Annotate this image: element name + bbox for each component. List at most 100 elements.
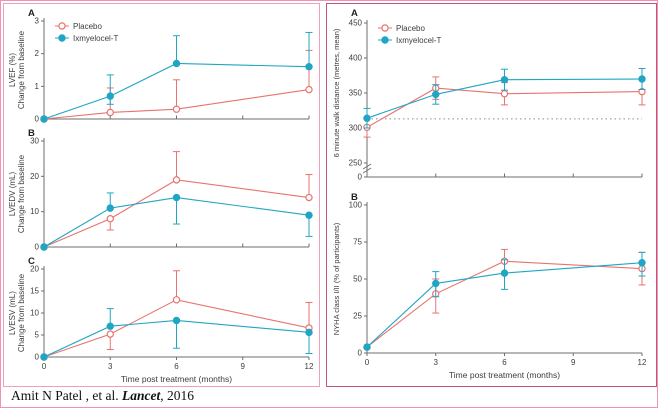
panel-label: B [28, 128, 35, 139]
data-point-marker [305, 328, 313, 337]
data-point-marker [40, 243, 48, 251]
data-point-marker [172, 105, 181, 113]
data-point-marker [106, 330, 114, 338]
y-axis: 0 10 20 30 [30, 137, 45, 252]
svg-text:30: 30 [30, 137, 39, 146]
data-point-marker [305, 211, 313, 219]
svg-text:Placebo: Placebo [396, 24, 425, 33]
data-point-marker [432, 279, 440, 288]
data-point-marker [500, 89, 509, 98]
citation-year: , 2016 [160, 388, 194, 403]
chart-svg-lvef: A 0 1 2 3 LVEF (%) Change from baseline Placebo… [8, 8, 313, 124]
svg-text:0: 0 [365, 358, 370, 367]
data-point-marker [172, 193, 181, 202]
svg-text:10: 10 [30, 309, 39, 318]
data-point-marker [363, 343, 371, 351]
data-point-marker [172, 176, 181, 184]
y-axis: 250 300 350 400 450 0 [349, 19, 372, 182]
svg-text:Ixmyelocel-T: Ixmyelocel-T [396, 36, 441, 45]
data-point-marker [172, 59, 181, 68]
svg-text:0: 0 [35, 243, 40, 252]
svg-text:250: 250 [349, 159, 363, 168]
svg-text:12: 12 [305, 362, 314, 371]
data-point-marker [500, 75, 509, 84]
svg-text:3: 3 [108, 362, 113, 371]
y-axis-label: Change from baseline [17, 273, 26, 352]
panel-label: B [351, 192, 358, 203]
svg-text:0: 0 [358, 173, 363, 182]
series-ixmyelocel-t [363, 251, 646, 351]
svg-text:Time post treatment (months): Time post treatment (months) [449, 370, 560, 380]
svg-text:3: 3 [35, 17, 40, 26]
data-point-marker [363, 114, 371, 122]
panel-label: A [28, 8, 35, 19]
svg-text:400: 400 [349, 54, 363, 63]
svg-text:Ixmyelocel-T: Ixmyelocel-T [73, 34, 118, 43]
svg-text:0: 0 [35, 115, 40, 124]
x-axis [44, 243, 310, 248]
data-point-marker [305, 63, 313, 71]
right-panel: A 250 300 350 400 450 0 6 minute walk distance … [326, 3, 657, 387]
y-axis: 0 25 50 75 100 [349, 201, 368, 358]
svg-text:100: 100 [349, 201, 363, 210]
svg-text:450: 450 [349, 19, 363, 28]
chart-lvef: A 0 1 2 3 LVEF (%) Change from baseline Placebo… [4, 7, 319, 127]
svg-text:9: 9 [241, 362, 246, 371]
left-panel: A 0 1 2 3 LVEF (%) Change from baseline Placebo… [3, 3, 320, 387]
series-ixmyelocel-t [40, 308, 313, 361]
data-point-marker [106, 215, 114, 223]
chart-nyha-class: B 0 25 50 75 100 0 3 6 9 12 Time post treatment (mo… [327, 191, 656, 385]
data-point-marker [305, 193, 313, 202]
svg-text:15: 15 [30, 287, 39, 296]
series-ixmyelocel-t [40, 192, 313, 251]
y-axis-label: LVESV (mL) [8, 291, 17, 335]
citation: Amit N Patel , et al. Lancet, 2016 [11, 388, 194, 404]
data-point-marker [500, 269, 509, 277]
chart-lvedv: B 0 10 20 30 LVEDV (mL) Change from baseline [4, 127, 319, 255]
svg-text:0: 0 [358, 349, 363, 358]
svg-text:12: 12 [638, 358, 647, 367]
svg-text:0: 0 [35, 353, 40, 362]
data-point-marker [40, 115, 48, 123]
data-point-marker [305, 85, 313, 94]
svg-text:20: 20 [30, 172, 39, 181]
chart-svg-six-minute-walk: A 250 300 350 400 450 0 6 minute walk distance … [332, 8, 646, 182]
svg-text:9: 9 [571, 358, 576, 367]
y-axis-label: Change from baseline [17, 30, 26, 109]
data-point-marker [638, 259, 646, 267]
svg-text:10: 10 [30, 207, 39, 216]
x-axis [367, 173, 643, 178]
svg-text:6: 6 [502, 358, 507, 367]
svg-text:300: 300 [349, 124, 363, 133]
series-ixmyelocel-t [40, 31, 313, 123]
panel-label: A [351, 8, 358, 19]
data-point-marker [172, 316, 181, 325]
data-point-marker [106, 204, 114, 212]
svg-text:1: 1 [35, 82, 40, 91]
y-axis-label: 6 minute walk distance (metres, mean) [332, 28, 341, 157]
chart-six-minute-walk: A 250 300 350 400 450 0 6 minute walk distance … [327, 7, 656, 191]
y-axis: 0 1 2 3 [35, 17, 45, 124]
citation-authors: Amit N Patel , et al. [11, 388, 122, 403]
citation-journal: Lancet [121, 388, 161, 403]
svg-text:350: 350 [349, 89, 363, 98]
data-point-marker [106, 108, 114, 117]
y-axis-label: LVEF (%) [8, 53, 17, 87]
x-axis [44, 115, 310, 120]
x-axis: 0 3 6 9 12 [365, 352, 647, 367]
panel-label: C [28, 256, 35, 267]
series-placebo [40, 270, 313, 361]
svg-text:20: 20 [30, 265, 39, 274]
chart-svg-lvesv: C 0 5 10 15 20 0 3 6 9 12 Time post treatment (mont… [8, 256, 314, 384]
svg-text:3: 3 [434, 358, 439, 367]
data-point-marker [432, 90, 440, 99]
y-axis-label: Change from baseline [17, 154, 26, 233]
svg-text:0: 0 [42, 362, 47, 371]
svg-text:75: 75 [353, 238, 362, 247]
svg-text:2: 2 [35, 49, 40, 58]
legend: Placebo Ixmyelocel-T [55, 22, 118, 43]
data-point-marker [106, 92, 114, 100]
x-axis: 0 3 6 9 12 [42, 356, 314, 371]
series-ixmyelocel-t [363, 68, 646, 129]
